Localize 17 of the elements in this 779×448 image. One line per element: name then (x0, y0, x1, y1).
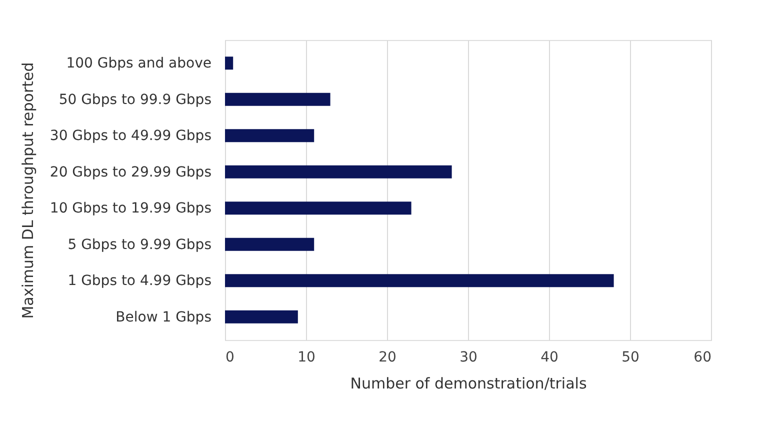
x-axis-title: Number of demonstration/trials (350, 374, 587, 392)
y-tick-label: Below 1 Gbps (116, 309, 212, 326)
y-tick-label: 100 Gbps and above (66, 56, 212, 72)
y-tick-label: 50 Gbps to 99.9 Gbps (58, 92, 212, 108)
x-tick-label: 30 (460, 350, 478, 366)
y-tick-label: 1 Gbps to 4.99 Gbps (68, 273, 212, 290)
x-tick-label: 10 (298, 350, 316, 366)
x-tick-label: 20 (378, 350, 396, 366)
y-tick-label: 10 Gbps to 19.99 Gbps (50, 200, 212, 217)
x-tick-label: 40 (540, 350, 558, 366)
y-tick-label: 5 Gbps to 9.99 Gbps (68, 236, 212, 253)
x-tick-label: 0 (226, 350, 234, 366)
x-tick-label: 50 (622, 350, 640, 366)
y-tick-label: 30 Gbps to 49.99 Gbps (50, 128, 212, 144)
y-axis-title: Maximum DL throughput reported (18, 62, 37, 319)
x-tick-label: 60 (694, 350, 712, 366)
y-tick-label: 20 Gbps to 29.99 Gbps (50, 164, 212, 180)
